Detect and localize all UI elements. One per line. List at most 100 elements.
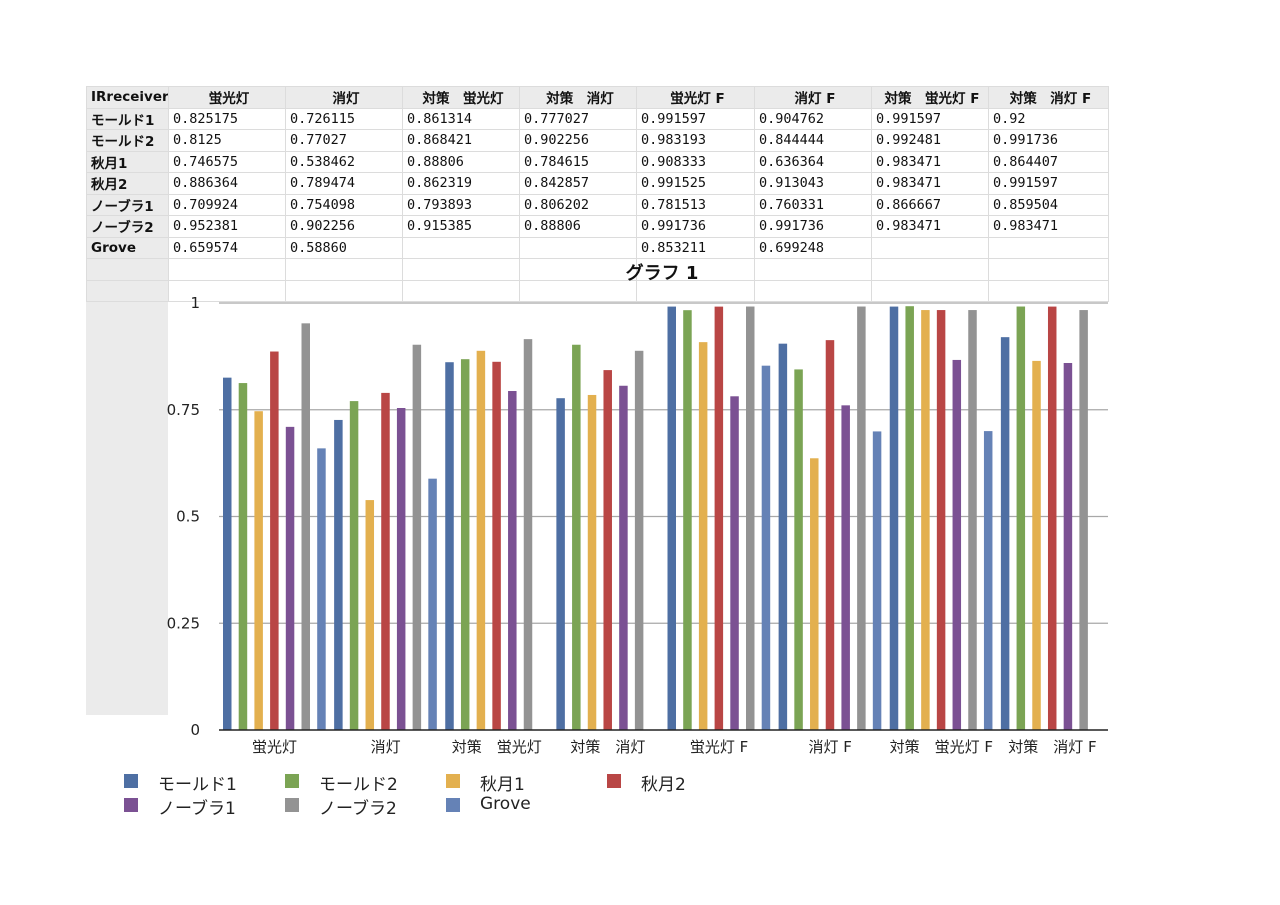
table-cell[interactable]: 0.77027 (285, 129, 403, 152)
table-cell[interactable]: 0.862319 (402, 172, 520, 195)
y-tick-label: 0.25 (167, 614, 200, 632)
bar[interactable] (714, 306, 724, 730)
column-header[interactable]: 対策 消灯 F (988, 86, 1109, 109)
table-cell[interactable]: 0.825175 (168, 107, 286, 130)
bar[interactable] (523, 339, 533, 730)
bar[interactable] (1016, 306, 1026, 730)
bar[interactable] (238, 383, 248, 730)
bar[interactable] (396, 408, 406, 730)
table-cell[interactable]: 0.92 (988, 107, 1109, 130)
bar[interactable] (572, 344, 581, 730)
table-cell[interactable]: 0.659574 (168, 236, 286, 259)
legend-label: ノーブラ2 (319, 799, 397, 819)
bar[interactable] (428, 478, 437, 730)
bar[interactable] (983, 431, 993, 730)
bar[interactable] (270, 351, 279, 730)
table-cell[interactable]: 0.991736 (754, 215, 872, 238)
bar[interactable] (872, 431, 882, 730)
bar[interactable] (381, 392, 390, 730)
empty-cell[interactable] (988, 279, 1109, 302)
column-header[interactable]: 消灯 F (754, 86, 872, 109)
table-cell[interactable]: 0.868421 (402, 129, 520, 152)
bar[interactable] (810, 458, 819, 730)
y-tick-label: 0.5 (176, 508, 200, 526)
bar[interactable] (730, 396, 739, 730)
table-cell[interactable]: 0.864407 (988, 150, 1109, 173)
bar[interactable] (587, 394, 597, 730)
bar[interactable] (1079, 310, 1088, 730)
bar[interactable] (952, 359, 962, 730)
row-header[interactable]: モールド1 (86, 107, 169, 130)
row-header[interactable]: 秋月2 (86, 172, 169, 195)
table-cell[interactable]: 0.789474 (285, 172, 403, 195)
bar[interactable] (667, 306, 677, 730)
bar[interactable] (746, 306, 755, 730)
table-cell[interactable]: 0.991597 (988, 172, 1109, 195)
column-header[interactable]: 対策 消灯 (519, 86, 637, 109)
bar[interactable] (841, 405, 850, 730)
bar[interactable] (889, 306, 899, 730)
bar[interactable] (1032, 360, 1041, 730)
bar[interactable] (683, 310, 692, 730)
bar[interactable] (698, 342, 708, 730)
table-cell[interactable]: 0.754098 (285, 193, 403, 216)
row-header[interactable]: ノーブラ1 (86, 193, 169, 216)
bar[interactable] (921, 310, 930, 730)
bar[interactable] (223, 377, 232, 730)
bar[interactable] (857, 306, 866, 730)
column-header[interactable]: 蛍光灯 (168, 86, 286, 109)
bar[interactable] (761, 365, 771, 730)
bar[interactable] (1063, 362, 1073, 730)
bar[interactable] (445, 362, 454, 730)
header-row: IRreceiver 蛍光灯 消灯 対策 蛍光灯 対策 消灯 蛍光灯 F 消灯 … (86, 86, 1109, 109)
bar[interactable] (794, 369, 803, 730)
legend-label: Grove (480, 794, 531, 814)
bar[interactable] (634, 350, 644, 730)
bar[interactable] (492, 361, 501, 730)
bar[interactable] (476, 350, 486, 730)
bar[interactable] (317, 448, 326, 730)
bar[interactable] (1000, 337, 1010, 730)
bar[interactable] (556, 398, 565, 730)
empty-row (86, 258, 1109, 281)
table-cell[interactable]: 0.952381 (168, 215, 286, 238)
row-header[interactable]: 秋月1 (86, 150, 169, 173)
empty-cell[interactable] (86, 279, 169, 302)
table-cell[interactable]: 0.58860 (285, 236, 403, 259)
bar[interactable] (334, 419, 343, 730)
column-header[interactable]: 消灯 (285, 86, 403, 109)
bar[interactable] (349, 401, 359, 730)
bar[interactable] (301, 323, 311, 730)
table-cell[interactable]: 0.842857 (519, 172, 637, 195)
bar[interactable] (905, 306, 914, 730)
bar[interactable] (603, 370, 612, 730)
x-tick-label: 消灯 F (808, 738, 851, 756)
bar[interactable] (968, 310, 977, 730)
x-tick-label: 対策 蛍光灯 F (890, 738, 993, 756)
table-cell[interactable]: 0.861314 (402, 107, 520, 130)
bar[interactable] (285, 426, 295, 730)
column-header[interactable]: 対策 蛍光灯 (402, 86, 520, 109)
legend-swatch (446, 798, 460, 812)
bar[interactable] (619, 385, 628, 730)
bar[interactable] (460, 359, 470, 730)
bar[interactable] (254, 411, 263, 730)
table-row: Grove 0.659574 0.58860 0.853211 0.699248 (86, 236, 1109, 259)
bar[interactable] (508, 391, 517, 730)
column-header[interactable]: 対策 蛍光灯 F (871, 86, 989, 109)
bar[interactable] (778, 343, 788, 730)
bar[interactable] (1047, 306, 1057, 730)
table-row: モールド1 0.825175 0.726115 0.861314 0.777027 0.9… (86, 107, 1109, 130)
table-cell[interactable]: 0.859504 (988, 193, 1109, 216)
row-header[interactable]: モールド2 (86, 129, 169, 152)
table-cell[interactable]: 0.777027 (519, 107, 637, 130)
table-cell[interactable]: 0.538462 (285, 150, 403, 173)
table-cell[interactable]: 0.726115 (285, 107, 403, 130)
column-header[interactable]: 蛍光灯 F (636, 86, 755, 109)
bar[interactable] (936, 310, 946, 730)
table-cell[interactable]: 0.853211 (636, 236, 755, 259)
bar[interactable] (825, 340, 835, 730)
bar[interactable] (412, 344, 422, 730)
bar[interactable] (365, 500, 375, 730)
row-header[interactable]: Grove (86, 236, 169, 259)
